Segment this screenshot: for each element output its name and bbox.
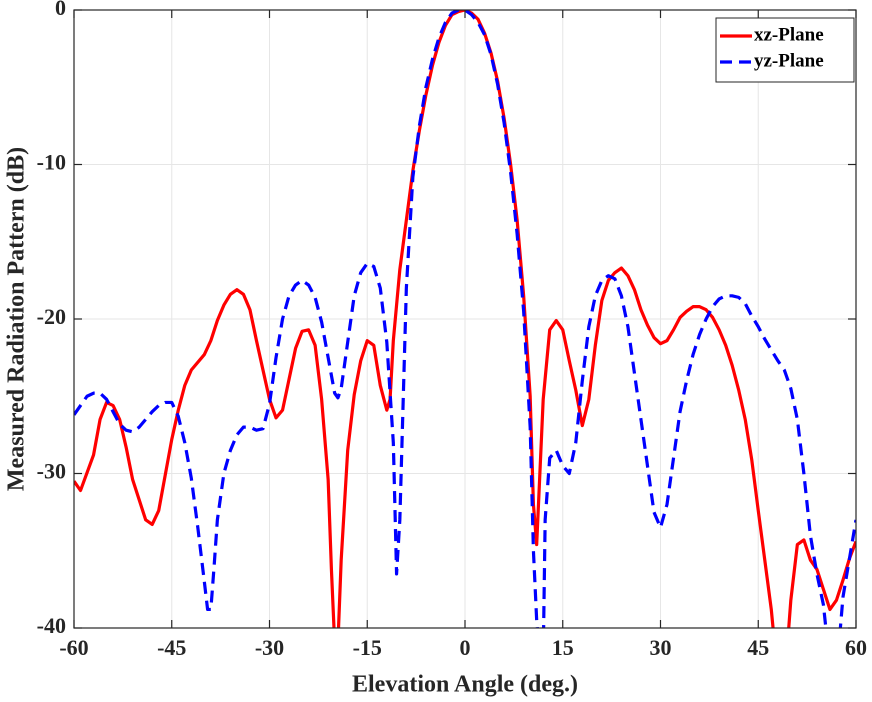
x-tick-label: -30 bbox=[255, 635, 284, 660]
data-line bbox=[74, 10, 856, 628]
y-tick-label: -30 bbox=[37, 459, 66, 484]
x-tick-label: -15 bbox=[353, 635, 382, 660]
y-axis-label: Measured Radiation Pattern (dB) bbox=[4, 147, 30, 491]
legend-box bbox=[715, 17, 855, 83]
legend-label: yz-Plane bbox=[754, 50, 824, 71]
x-tick-label: 45 bbox=[747, 635, 769, 660]
x-tick-label: -60 bbox=[59, 635, 88, 660]
y-tick-label: -20 bbox=[37, 304, 66, 329]
legend: xz-Plane yz-Plane bbox=[715, 17, 855, 83]
plot-lines bbox=[74, 10, 856, 628]
x-tick-label: -45 bbox=[157, 635, 186, 660]
x-tick-label: 0 bbox=[460, 635, 471, 660]
legend-label: xz-Plane bbox=[754, 24, 824, 45]
y-tick-label: 0 bbox=[55, 0, 66, 20]
x-tick-label: 60 bbox=[845, 635, 867, 660]
x-tick-label: 30 bbox=[650, 635, 672, 660]
y-tick-label: -10 bbox=[37, 150, 66, 175]
data-line bbox=[74, 10, 856, 628]
x-axis-label: Elevation Angle (deg.) bbox=[352, 672, 578, 698]
x-tick-label: 15 bbox=[552, 635, 574, 660]
y-tick-label: -40 bbox=[37, 613, 66, 638]
